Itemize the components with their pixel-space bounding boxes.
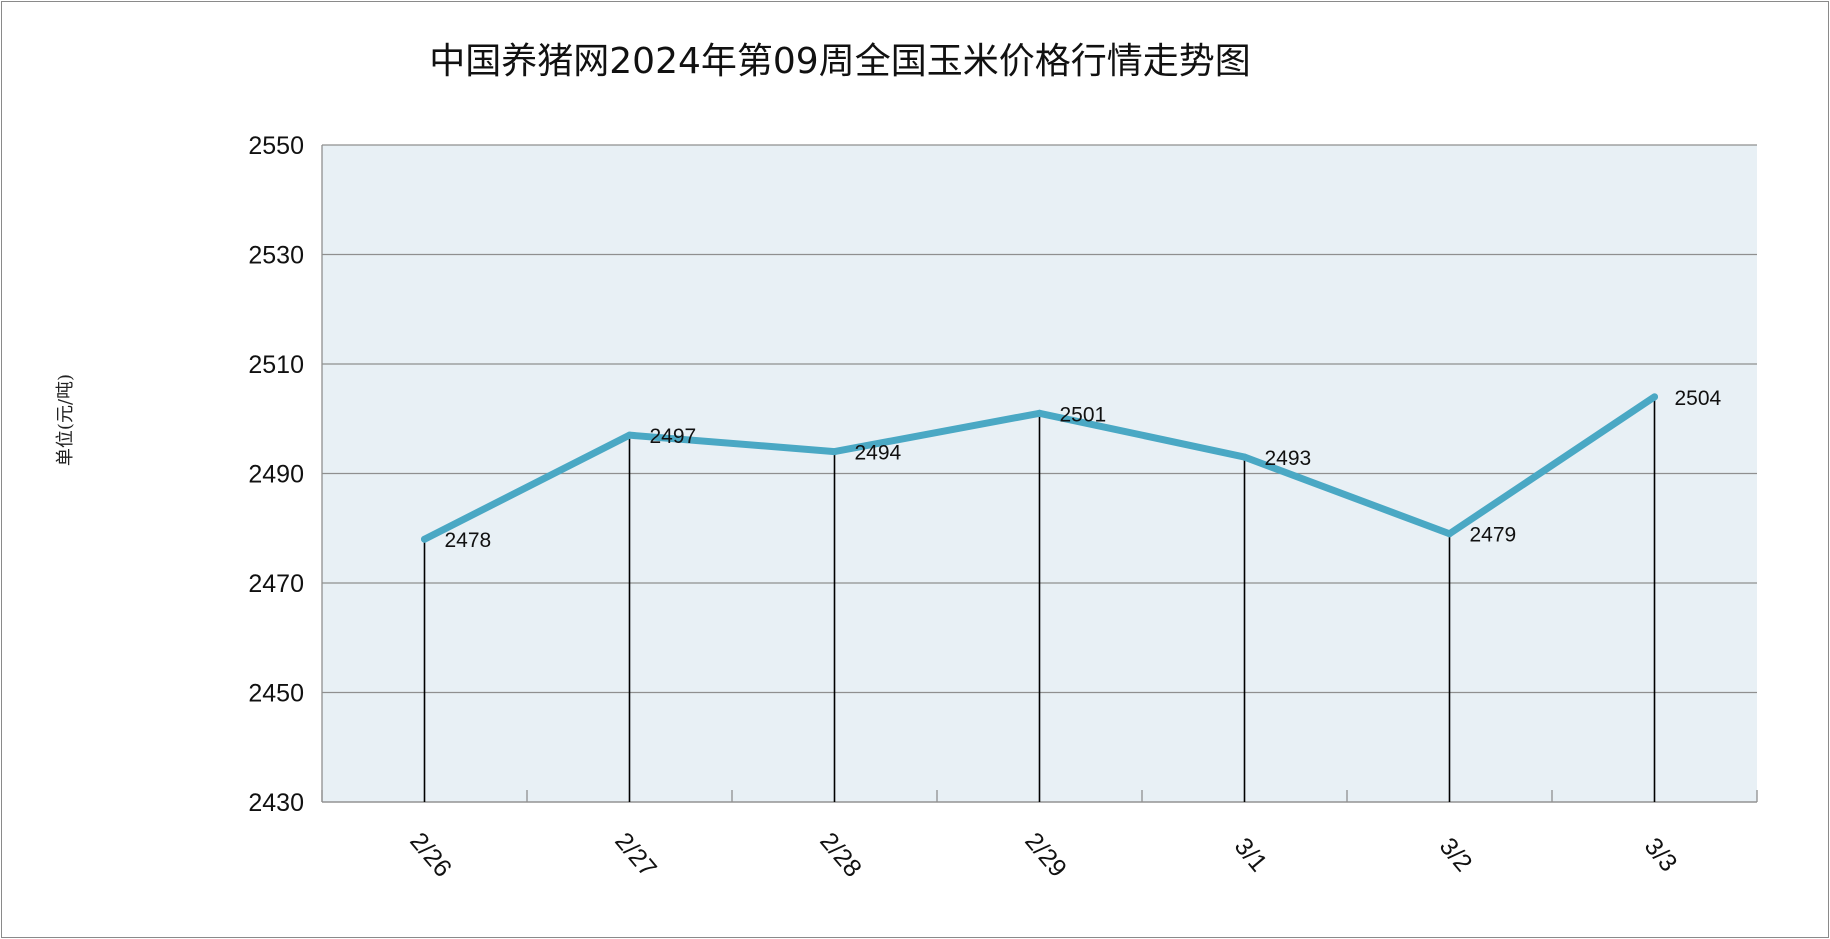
x-tick-label: 3/1 <box>1229 833 1273 878</box>
x-tick-label: 3/3 <box>1639 833 1683 878</box>
data-point <box>1036 409 1043 417</box>
data-point <box>421 535 428 543</box>
y-tick-label: 2430 <box>248 789 304 817</box>
data-label: 2504 <box>1675 387 1722 410</box>
data-point <box>626 431 633 439</box>
data-point <box>1446 530 1453 538</box>
y-tick-label: 2450 <box>248 680 304 708</box>
chart-title: 中国养猪网2024年第09周全国玉米价格行情走势图 <box>429 41 1251 82</box>
data-point <box>831 448 838 456</box>
y-tick-label: 2530 <box>248 242 304 270</box>
data-label: 2497 <box>650 425 697 448</box>
data-point <box>1651 393 1658 401</box>
data-label: 2478 <box>445 529 492 552</box>
data-point <box>1241 453 1248 461</box>
data-label: 2479 <box>1470 524 1517 547</box>
x-tick-label: 3/2 <box>1434 833 1478 878</box>
y-tick-label: 2490 <box>248 461 304 489</box>
x-tick-label: 2/28 <box>814 827 867 882</box>
x-tick-label: 2/29 <box>1019 827 1072 882</box>
y-tick-label: 2550 <box>248 132 304 160</box>
x-tick-label: 2/26 <box>404 827 457 882</box>
data-label: 2494 <box>855 442 902 465</box>
data-label: 2501 <box>1060 403 1107 426</box>
y-tick-label: 2470 <box>248 570 304 598</box>
data-label: 2493 <box>1265 447 1312 470</box>
y-tick-label: 2510 <box>248 351 304 379</box>
x-tick-label: 2/27 <box>609 827 662 882</box>
